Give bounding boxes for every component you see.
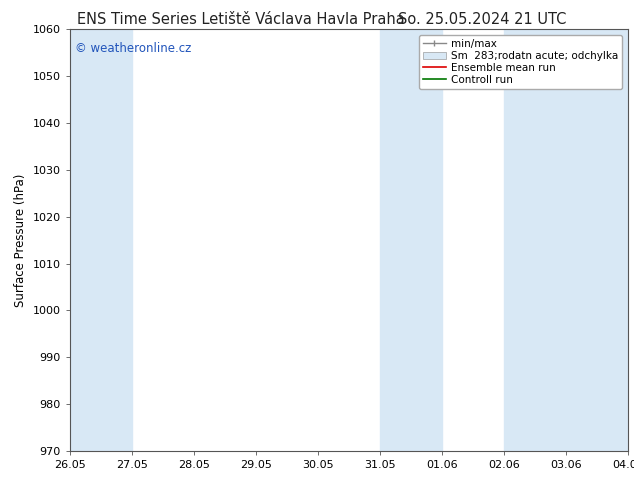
Bar <box>503 29 628 451</box>
Bar <box>380 29 442 451</box>
Bar <box>70 29 132 451</box>
Text: ENS Time Series Letiště Václava Havla Praha: ENS Time Series Letiště Václava Havla Pr… <box>77 12 404 27</box>
Y-axis label: Surface Pressure (hPa): Surface Pressure (hPa) <box>14 173 27 307</box>
Text: So. 25.05.2024 21 UTC: So. 25.05.2024 21 UTC <box>398 12 566 27</box>
Legend: min/max, Sm  283;rodatn acute; odchylka, Ensemble mean run, Controll run: min/max, Sm 283;rodatn acute; odchylka, … <box>418 35 623 89</box>
Text: © weatheronline.cz: © weatheronline.cz <box>75 42 191 55</box>
